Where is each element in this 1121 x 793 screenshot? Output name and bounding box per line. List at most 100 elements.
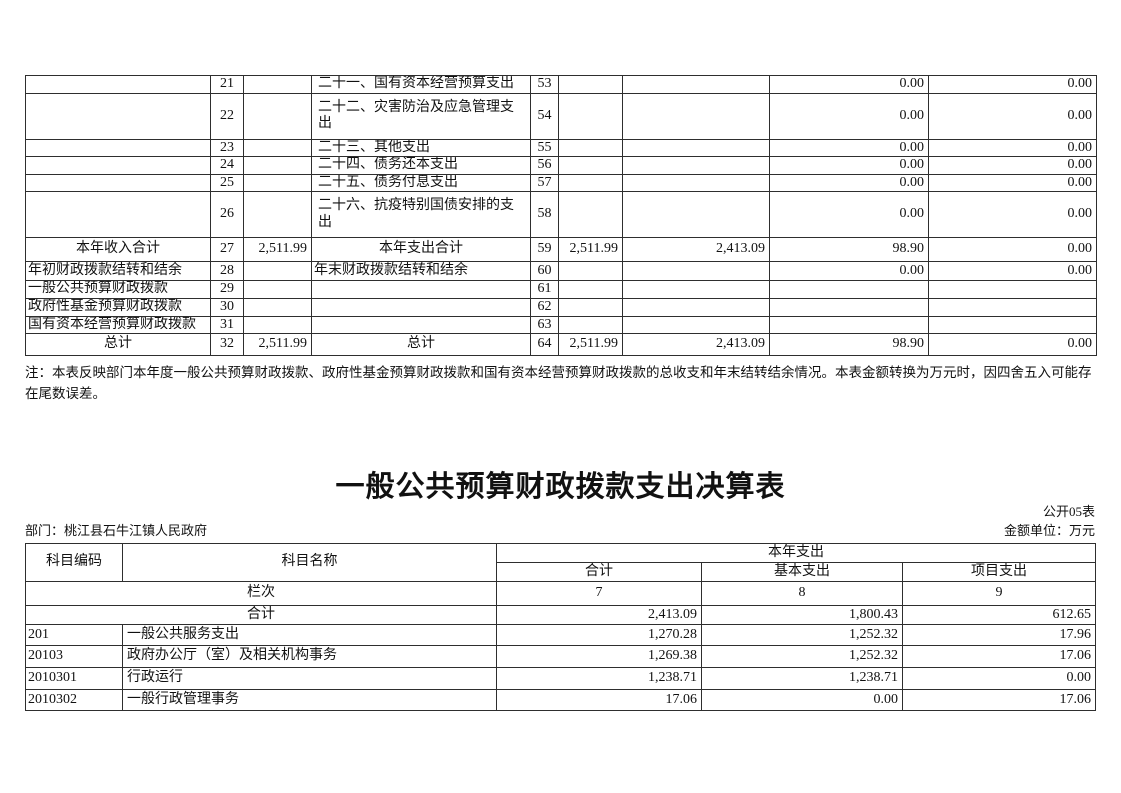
expense-amount-cell xyxy=(558,191,623,239)
subject-name-cell: 一般公共服务支出 xyxy=(122,624,497,646)
expense-amount-cell xyxy=(558,156,623,175)
total-amount-cell: 17.06 xyxy=(496,689,702,711)
income-rownum-cell: 31 xyxy=(210,315,244,335)
income-label-cell xyxy=(25,138,211,158)
expense-amount-cell: 0.00 xyxy=(928,156,1097,175)
income-rownum-cell: 26 xyxy=(210,191,244,239)
subject-name-cell: 行政运行 xyxy=(122,667,497,690)
expense-amount-cell xyxy=(622,156,770,175)
basic-amount-cell: 0.00 xyxy=(701,689,903,711)
table-row: 23 二十三、其他支出 55 0.00 0.00 xyxy=(25,138,1097,158)
expense-amount-cell: 0.00 xyxy=(928,173,1097,193)
expense-amount-cell xyxy=(622,315,770,335)
project-amount-cell: 17.06 xyxy=(901,645,1097,668)
subject-name-cell: 一般行政管理事务 xyxy=(122,689,497,711)
expense-amount-cell xyxy=(928,280,1097,299)
expense-rownum-cell: 63 xyxy=(530,315,559,335)
subject-code-cell: 20103 xyxy=(25,645,123,668)
income-rownum-cell: 28 xyxy=(210,261,244,282)
table-meta-line: 部门：桃江县石牛江镇人民政府 金额单位：万元 xyxy=(25,520,1095,539)
expense-amount-cell: 0.00 xyxy=(769,156,929,175)
income-rownum-cell: 30 xyxy=(210,297,244,317)
expense-amount-cell xyxy=(622,191,770,239)
income-rownum-cell: 25 xyxy=(210,173,244,193)
lanci-col-basic: 8 xyxy=(701,581,903,606)
expense-amount-cell xyxy=(622,297,770,317)
general-budget-expenditure-table: 科目编码 科目名称 本年支出 合计 基本支出 项目支出 栏次 7 8 9 合计 … xyxy=(25,543,1097,711)
table-row: 22 二十二、灾害防治及应急管理支出 54 0.00 0.00 xyxy=(25,92,1097,140)
expense-rownum-cell: 64 xyxy=(530,333,559,357)
expense-amount-cell: 0.00 xyxy=(769,191,929,239)
page-title: 一般公共预算财政拨款支出决算表 xyxy=(335,471,786,503)
department-label: 部门：桃江县石牛江镇人民政府 xyxy=(25,523,208,538)
expense-amount-cell xyxy=(622,280,770,299)
expense-amount-cell: 2,511.99 xyxy=(558,237,623,263)
header-project: 项目支出 xyxy=(901,562,1097,582)
header-subject-name: 科目名称 xyxy=(122,543,497,582)
expense-amount-cell: 0.00 xyxy=(769,173,929,193)
income-label-cell xyxy=(25,191,211,239)
amount-unit-label: 金额单位：万元 xyxy=(1003,523,1095,538)
expense-amount-cell xyxy=(622,173,770,193)
income-rownum-cell: 32 xyxy=(210,333,244,357)
expense-label-cell: 二十五、债务付息支出 xyxy=(311,173,531,193)
table-row: 26 二十六、抗疫特别国债安排的支出 58 0.00 0.00 xyxy=(25,191,1097,239)
total-amount-cell: 1,269.38 xyxy=(496,645,702,668)
income-amount-cell xyxy=(243,261,312,282)
expense-amount-cell xyxy=(769,280,929,299)
income-label-cell: 国有资本经营预算财政拨款 xyxy=(25,315,211,335)
expense-amount-cell: 0.00 xyxy=(928,75,1097,94)
expense-amount-cell: 0.00 xyxy=(928,237,1097,263)
table-row: 21 二十一、国有资本经营预算支出 53 0.00 0.00 xyxy=(25,75,1097,94)
project-amount-cell: 612.65 xyxy=(901,605,1097,625)
total-amount-cell: 2,413.09 xyxy=(496,605,702,625)
expense-label-cell: 总计 xyxy=(311,333,531,357)
expense-rownum-cell: 59 xyxy=(530,237,559,263)
expense-rownum-cell: 54 xyxy=(530,92,559,140)
expense-amount-cell: 0.00 xyxy=(769,138,929,158)
expense-amount-cell: 2,413.09 xyxy=(622,237,770,263)
expense-rownum-cell: 60 xyxy=(530,261,559,282)
expense-amount-cell: 0.00 xyxy=(769,75,929,94)
income-label-cell: 政府性基金预算财政拨款 xyxy=(25,297,211,317)
income-amount-cell xyxy=(243,297,312,317)
income-amount-cell: 2,511.99 xyxy=(243,237,312,263)
expense-label-cell: 二十二、灾害防治及应急管理支出 xyxy=(311,92,531,140)
income-rownum-cell: 29 xyxy=(210,280,244,299)
expense-rownum-cell: 58 xyxy=(530,191,559,239)
expense-amount-cell: 98.90 xyxy=(769,237,929,263)
table-row: 24 二十四、债务还本支出 56 0.00 0.00 xyxy=(25,156,1097,175)
income-amount-cell xyxy=(243,315,312,335)
subject-name-cell: 政府办公厅（室）及相关机构事务 xyxy=(122,645,497,668)
header-subject-code: 科目编码 xyxy=(25,543,123,582)
expense-label-cell: 二十三、其他支出 xyxy=(311,138,531,158)
table-row: 本年收入合计 27 2,511.99 本年支出合计 59 2,511.99 2,… xyxy=(25,237,1097,263)
subject-code-cell: 2010301 xyxy=(25,667,123,690)
expense-amount-cell xyxy=(769,315,929,335)
expense-amount-cell xyxy=(622,92,770,140)
table-row: 总计 32 2,511.99 总计 64 2,511.99 2,413.09 9… xyxy=(25,333,1097,357)
income-amount-cell xyxy=(243,92,312,140)
fiscal-appropriation-summary-table: 21 二十一、国有资本经营预算支出 53 0.00 0.00 22 二十二、灾害… xyxy=(25,75,1097,357)
income-label-cell: 一般公共预算财政拨款 xyxy=(25,280,211,299)
total-amount-cell: 1,270.28 xyxy=(496,624,702,646)
expense-label-cell: 二十四、债务还本支出 xyxy=(311,156,531,175)
table-header-row: 科目编码 科目名称 本年支出 xyxy=(25,543,1097,582)
project-amount-cell: 0.00 xyxy=(901,667,1097,690)
total-amount-cell: 1,238.71 xyxy=(496,667,702,690)
expense-amount-cell: 2,511.99 xyxy=(558,333,623,357)
basic-amount-cell: 1,252.32 xyxy=(701,645,903,668)
expense-label-cell xyxy=(311,297,531,317)
table-row: 合计 2,413.09 1,800.43 612.65 xyxy=(25,605,1097,625)
expense-amount-cell: 0.00 xyxy=(928,191,1097,239)
expense-amount-cell xyxy=(558,261,623,282)
expense-amount-cell xyxy=(558,92,623,140)
expense-label-cell: 年末财政拨款结转和结余 xyxy=(311,261,531,282)
income-rownum-cell: 24 xyxy=(210,156,244,175)
lanci-label: 栏次 xyxy=(25,581,497,606)
income-amount-cell: 2,511.99 xyxy=(243,333,312,357)
expense-amount-cell: 0.00 xyxy=(769,92,929,140)
income-label-cell: 年初财政拨款结转和结余 xyxy=(25,261,211,282)
basic-amount-cell: 1,800.43 xyxy=(701,605,903,625)
